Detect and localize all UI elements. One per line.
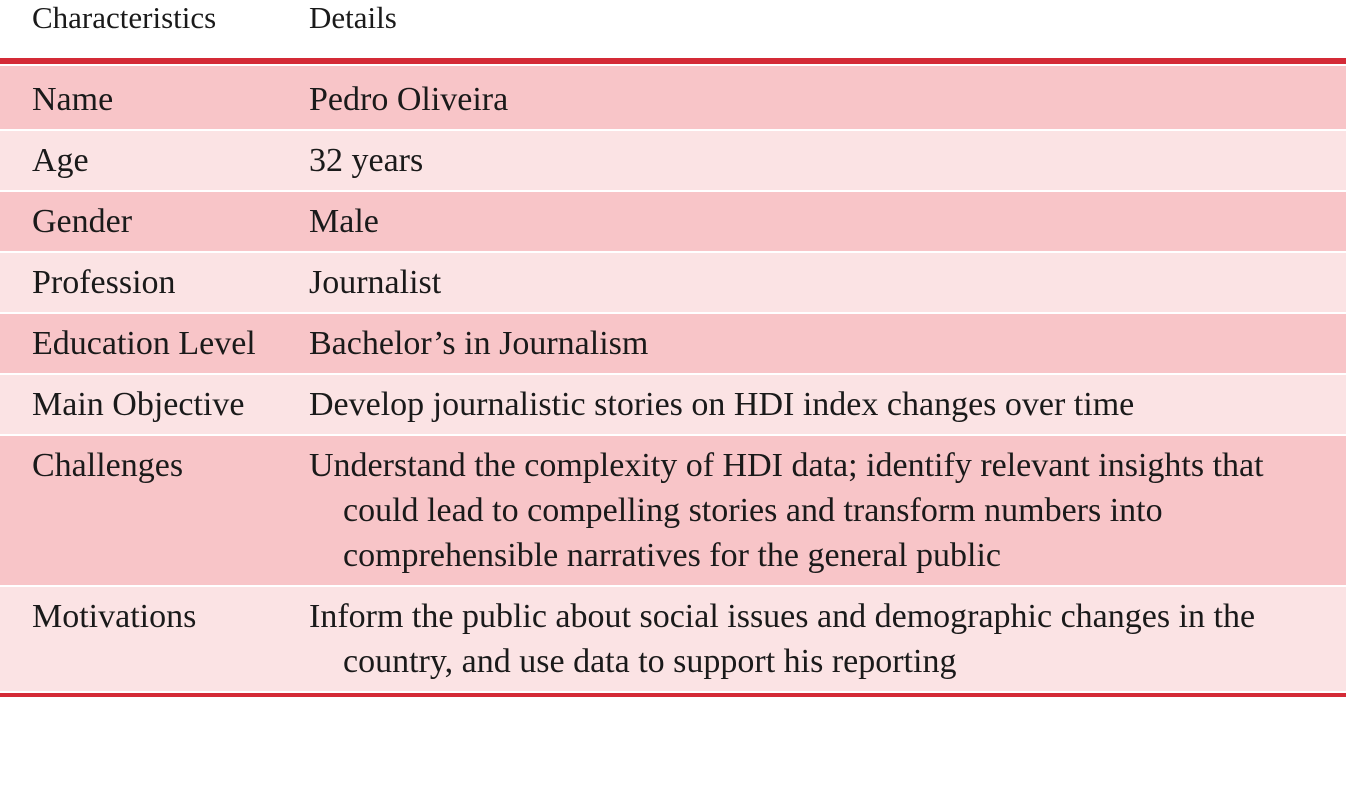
table-row: Main Objective Develop journalistic stori… — [0, 375, 1346, 434]
detail-cell: Journalist — [309, 264, 442, 301]
detail-cell: Bachelor’s in Journalism — [309, 325, 649, 362]
characteristic-cell: Motivations — [32, 598, 197, 635]
table-row: Name Pedro Oliveira — [0, 66, 1346, 129]
table-row: Motivations Inform the public about socia… — [0, 587, 1346, 691]
bottom-rule — [0, 693, 1346, 697]
characteristic-cell: Gender — [32, 203, 133, 240]
column-header: Characteristics — [32, 0, 217, 35]
characteristic-cell: Education Level — [32, 325, 256, 362]
characteristic-cell: Name — [32, 81, 114, 118]
detail-cell: Pedro Oliveira — [309, 81, 509, 118]
table-row: Challenges Understand the complexity of H… — [0, 436, 1346, 585]
table-row: Education Level Bachelor’s in Journalism — [0, 314, 1346, 373]
table-row: Profession Journalist — [0, 253, 1346, 312]
column-header: Details — [309, 0, 397, 35]
detail-cell: Develop journalistic stories on HDI inde… — [309, 386, 1135, 423]
detail-cell: Understand the complexity of HDI data; i… — [309, 447, 1264, 574]
header-rule — [0, 58, 1346, 64]
table-row: Age 32 years — [0, 131, 1346, 190]
table-row: Gender Male — [0, 192, 1346, 251]
header-row: Characteristics Details — [0, 0, 1346, 58]
characteristic-cell: Challenges — [32, 447, 184, 484]
detail-cell: Inform the public about social issues an… — [309, 598, 1256, 680]
characteristic-cell: Profession — [32, 264, 176, 301]
detail-cell: 32 years — [309, 142, 424, 179]
characteristic-cell: Age — [32, 142, 89, 179]
characteristic-cell: Main Objective — [32, 386, 245, 423]
table-body: Name Pedro Oliveira Age 32 years Gender Male P… — [0, 66, 1346, 691]
detail-cell: Male — [309, 203, 379, 240]
